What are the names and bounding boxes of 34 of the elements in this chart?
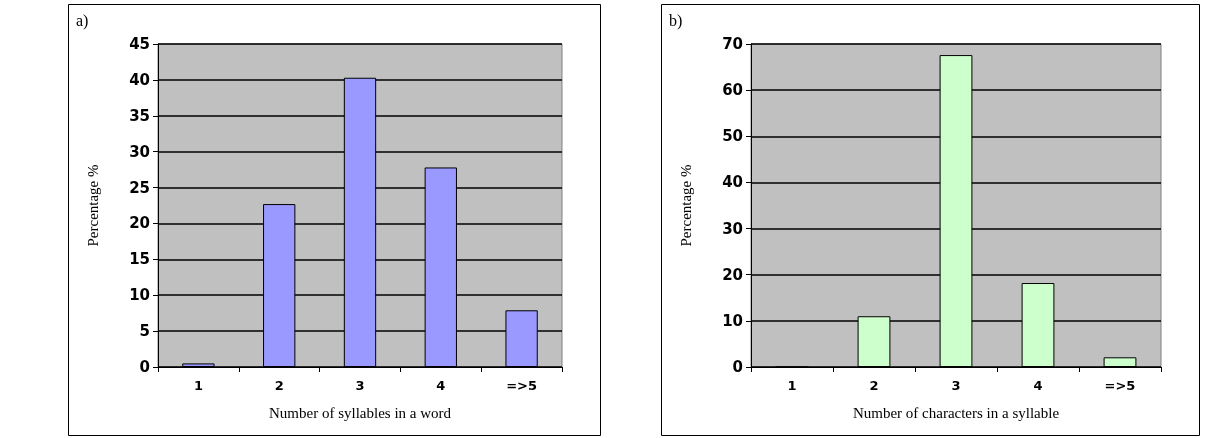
y-tick-label: 50 [722, 127, 743, 146]
y-tick-label: 70 [722, 35, 743, 53]
y-tick-label: 0 [139, 358, 150, 376]
x-tick-label: 4 [1033, 378, 1043, 393]
x-tick-label: 2 [274, 378, 284, 393]
y-tick-label: 35 [129, 106, 150, 125]
y-axis-title: Percentage % [677, 164, 694, 247]
y-tick-label: 30 [722, 219, 743, 238]
y-tick-label: 20 [129, 214, 150, 233]
y-tick-label: 25 [129, 178, 150, 197]
y-tick-label: 60 [722, 81, 743, 100]
y-tick-label: 5 [139, 322, 150, 341]
x-axis-title: Number of characters in a syllable [852, 404, 1060, 421]
chart-title: b) [669, 11, 683, 30]
x-axis-title: Number of syllables in a word [268, 404, 452, 421]
x-tick-label: 3 [355, 378, 365, 393]
y-axis-title: Percentage % [84, 164, 101, 247]
y-tick-label: 40 [129, 70, 150, 89]
x-tick-label: =>5 [506, 378, 538, 393]
y-tick-label: 45 [129, 35, 150, 53]
y-tick-label: 10 [129, 286, 150, 305]
x-tick-label: 3 [951, 378, 961, 393]
y-tick-label: 0 [732, 358, 743, 376]
x-tick-label: 1 [193, 378, 203, 393]
chart-title: a) [76, 11, 89, 30]
y-tick-label: 30 [129, 142, 150, 161]
x-tick-label: 4 [436, 378, 446, 393]
y-tick-label: 40 [722, 173, 743, 192]
x-tick-label: 2 [869, 378, 879, 393]
x-tick-label: 1 [787, 378, 797, 393]
x-tick-label: =>5 [1104, 378, 1136, 393]
y-tick-label: 10 [722, 311, 743, 330]
y-tick-label: 20 [722, 265, 743, 284]
y-tick-label: 15 [129, 250, 150, 269]
